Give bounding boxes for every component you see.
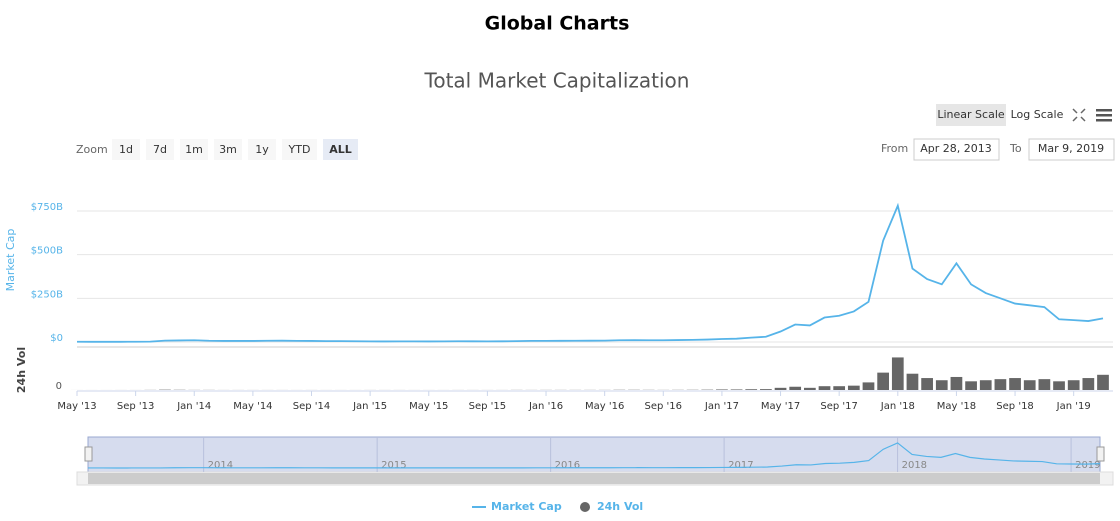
y2-tick-label: 0 — [56, 381, 62, 392]
navigator-handle[interactable] — [1096, 446, 1105, 462]
navigator-handle[interactable] — [84, 446, 93, 462]
volume-bar — [1097, 374, 1109, 390]
volume-bar — [891, 357, 904, 390]
x-tick-label: Jan '18 — [880, 401, 915, 412]
volume-bar — [847, 385, 860, 390]
x-tick-label: Jan '14 — [176, 401, 211, 412]
to-value[interactable]: Mar 9, 2019 — [1038, 142, 1104, 155]
volume-bar — [1082, 378, 1095, 390]
zoom-label[interactable]: YTD — [288, 143, 311, 156]
x-tick-label: May '14 — [233, 401, 272, 412]
log-scale[interactable]: Log Scale — [1011, 108, 1064, 121]
volume-bar — [745, 389, 758, 390]
x-tick-label: Sep '15 — [469, 401, 507, 412]
volume-bar — [921, 378, 933, 390]
x-tick-label: Jan '15 — [352, 401, 387, 412]
x-tick-label: Sep '18 — [996, 401, 1034, 412]
volume-bar — [1023, 380, 1036, 390]
navigator-label: 2016 — [555, 460, 580, 471]
volume-bar — [994, 379, 1007, 390]
y-axis-label: Market Cap — [4, 229, 17, 292]
zoom-label[interactable]: 7d — [153, 143, 167, 156]
x-tick-label: Sep '14 — [293, 401, 331, 412]
navigator-label: 2015 — [381, 460, 406, 471]
zoom-button[interactable] — [112, 139, 140, 160]
volume-bar — [1053, 381, 1065, 390]
volume-bar — [774, 387, 787, 390]
volume-bar — [950, 376, 963, 390]
volume-bar — [716, 389, 728, 390]
legend-label[interactable]: Market Cap — [491, 500, 562, 513]
volume-bar — [1038, 379, 1051, 390]
volume-bar — [730, 389, 743, 390]
chart-title: Total Market Capitalization — [424, 69, 690, 93]
zoom-button[interactable] — [282, 139, 317, 160]
volume-bar — [965, 381, 977, 390]
volume-bar — [833, 386, 846, 390]
zoom-label[interactable]: 1d — [119, 143, 133, 156]
scrollbar-thumb[interactable] — [88, 473, 1100, 484]
navigator-label: 2014 — [208, 460, 233, 471]
x-tick-label: Sep '13 — [117, 401, 155, 412]
volume-bar — [1067, 380, 1080, 390]
menu-icon[interactable] — [1096, 109, 1112, 122]
navigator-label: 2018 — [902, 460, 927, 471]
x-tick-label: May '18 — [937, 401, 976, 412]
volume-bar — [760, 389, 772, 390]
y-tick-label: $750B — [31, 202, 63, 213]
volume-bar — [979, 380, 992, 390]
volume-bar — [803, 387, 816, 390]
navigator-line — [87, 442, 1101, 469]
to-label: To — [1009, 142, 1022, 155]
zoom-label[interactable]: ALL — [329, 143, 352, 156]
from-label: From — [881, 142, 908, 155]
volume-bar — [862, 382, 875, 390]
y-tick-label: $0 — [50, 333, 63, 344]
zoom-button[interactable] — [180, 139, 208, 160]
x-tick-label: May '15 — [409, 401, 448, 412]
volume-bar — [906, 373, 919, 390]
navigator-label: 2017 — [728, 460, 753, 471]
zoom-button[interactable] — [146, 139, 174, 160]
to-input[interactable] — [1028, 138, 1115, 161]
x-tick-label: Sep '17 — [820, 401, 858, 412]
zoom-label[interactable]: 3m — [219, 143, 237, 156]
fullscreen-icon[interactable] — [1072, 108, 1086, 122]
linear-button[interactable] — [936, 104, 1006, 126]
x-tick-label: Jan '17 — [704, 401, 739, 412]
legend-dot — [580, 502, 590, 512]
x-tick-label: Jan '19 — [1056, 401, 1091, 412]
zoom-label[interactable]: 1m — [185, 143, 203, 156]
zoom-button[interactable] — [248, 139, 276, 160]
x-tick-label: Jan '16 — [528, 401, 563, 412]
volume-bar — [935, 380, 948, 390]
volume-bar — [1009, 378, 1021, 390]
zoom-button[interactable] — [214, 139, 242, 160]
page-title: Global Charts — [485, 13, 630, 35]
volume-bar — [789, 386, 802, 390]
navigator-mask[interactable] — [87, 436, 1101, 473]
market-cap-line — [76, 202, 1104, 343]
y-tick-label: $250B — [31, 289, 63, 300]
x-tick-label: Sep '16 — [645, 401, 683, 412]
legend-label[interactable]: 24h Vol — [597, 500, 643, 513]
navigator-label: 2019 — [1075, 460, 1100, 471]
x-tick-label: May '16 — [585, 401, 624, 412]
x-tick-label: May '13 — [57, 401, 96, 412]
y2-axis-label: 24h Vol — [15, 347, 28, 393]
zoom-button[interactable] — [323, 139, 358, 160]
zoom-label: Zoom — [76, 143, 108, 156]
y-tick-label: $500B — [31, 246, 63, 257]
from-value[interactable]: Apr 28, 2013 — [920, 142, 992, 155]
volume-bar — [877, 372, 890, 390]
from-input[interactable] — [913, 138, 1000, 161]
x-tick-label: May '17 — [761, 401, 800, 412]
zoom-label[interactable]: 1y — [255, 143, 269, 156]
linear-scale[interactable]: Linear Scale — [937, 108, 1005, 121]
volume-bar — [818, 386, 831, 390]
